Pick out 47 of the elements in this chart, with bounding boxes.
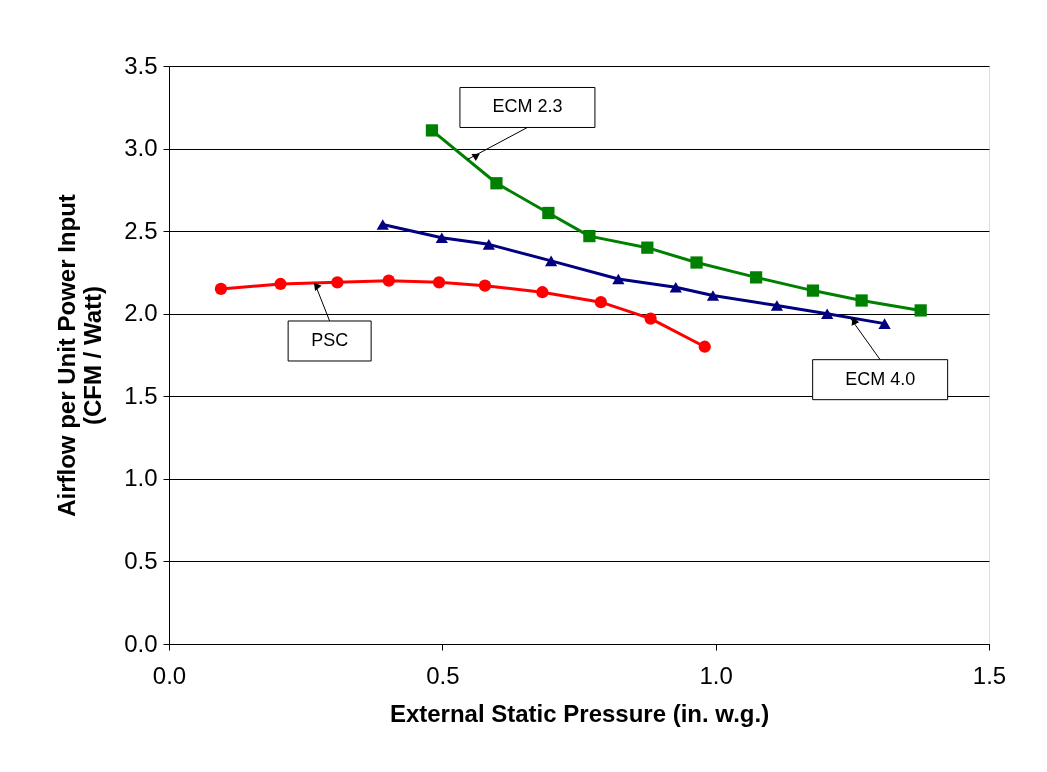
point xyxy=(750,271,763,284)
point xyxy=(536,286,549,299)
point xyxy=(274,277,287,291)
y-tick-label: 2.0 xyxy=(124,299,158,327)
y-tick-label: 3.0 xyxy=(124,134,158,162)
point xyxy=(612,273,625,285)
y-axis-title: Airflow per Unit Power Input (CFM / Watt) xyxy=(53,194,107,517)
point xyxy=(669,281,682,293)
point xyxy=(214,282,228,296)
point xyxy=(914,304,927,317)
y-tick-label: 1.0 xyxy=(124,464,158,492)
point xyxy=(706,290,720,301)
point xyxy=(435,232,448,244)
y-tick-label: 0.5 xyxy=(124,546,158,574)
point xyxy=(331,276,344,289)
y-tick-label: 3.5 xyxy=(124,51,158,79)
point xyxy=(878,318,891,329)
point xyxy=(855,294,868,307)
y-tick-label: 1.5 xyxy=(124,381,158,409)
point xyxy=(641,241,654,254)
point xyxy=(376,219,389,230)
point xyxy=(806,284,820,297)
point xyxy=(490,177,503,190)
point xyxy=(478,279,492,292)
point xyxy=(432,276,446,289)
text: PSC xyxy=(311,330,349,350)
point xyxy=(545,255,558,267)
point xyxy=(690,256,703,269)
x-axis-title: External Static Pressure (in. w.g.) xyxy=(389,699,770,727)
point xyxy=(482,239,495,250)
point xyxy=(382,274,395,287)
point xyxy=(821,308,834,320)
point xyxy=(594,296,607,309)
x-tick-label: 1.5 xyxy=(972,661,1007,689)
point xyxy=(425,124,439,137)
point xyxy=(542,206,555,220)
y-tick-label: 2.5 xyxy=(124,216,158,244)
x-tick-label: 0.0 xyxy=(152,661,187,689)
point xyxy=(644,312,657,325)
text: ECM 4.0 xyxy=(845,368,916,389)
y-tick-label: 0.0 xyxy=(124,629,158,657)
point xyxy=(770,300,784,311)
point xyxy=(583,229,596,243)
text: ECM 2.3 xyxy=(492,96,563,117)
point xyxy=(698,340,711,353)
x-tick-label: 1.0 xyxy=(699,661,733,689)
x-tick-label: 0.5 xyxy=(426,661,460,689)
